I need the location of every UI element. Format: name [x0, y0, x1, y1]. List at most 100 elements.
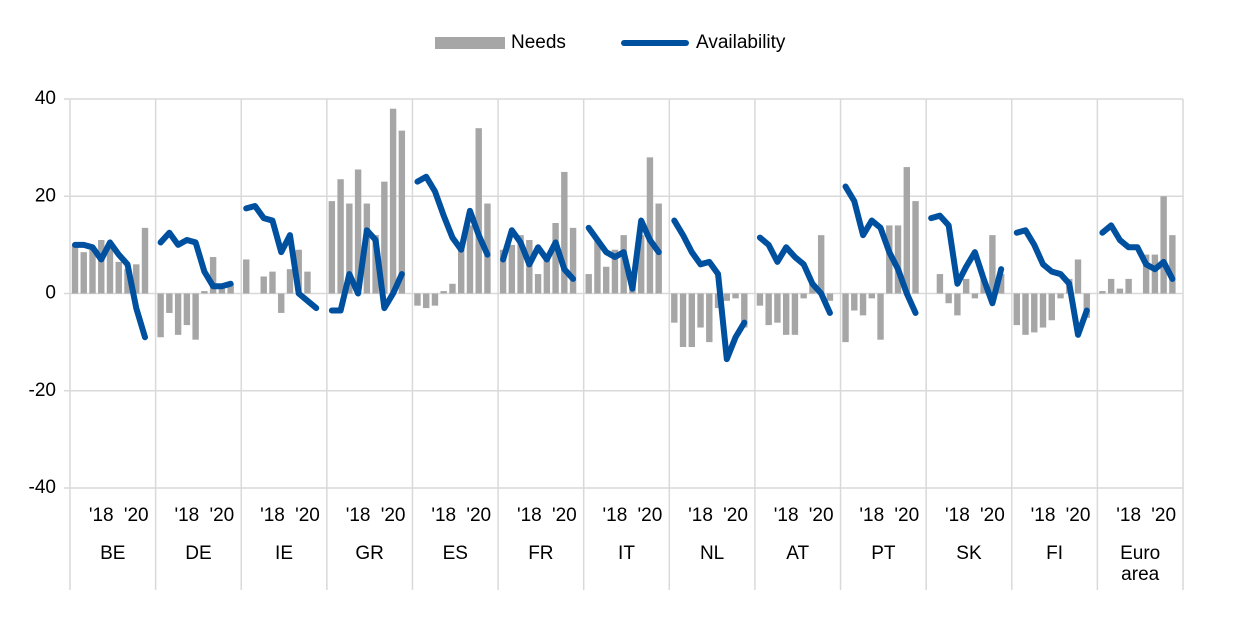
- line: [72, 239, 148, 341]
- legend-swatch: [435, 37, 505, 49]
- bar: [646, 157, 654, 294]
- x-tick-label: '20: [1066, 505, 1091, 526]
- bar: [269, 271, 276, 294]
- x-tick-label: '18: [945, 505, 970, 526]
- y-tick-label: -20: [29, 380, 56, 401]
- x-tick-label: '18: [1116, 505, 1141, 526]
- bar: [561, 171, 568, 294]
- bar: [697, 293, 704, 328]
- line: [328, 227, 405, 314]
- bar: [499, 249, 507, 294]
- bar: [260, 276, 267, 294]
- group-label: NL: [699, 543, 725, 564]
- bar: [912, 201, 919, 294]
- bar: [679, 293, 687, 347]
- bar: [594, 240, 601, 294]
- bar: [354, 169, 362, 294]
- bar: [1151, 254, 1159, 294]
- x-tick-label: '18: [859, 505, 884, 526]
- bar: [466, 225, 474, 294]
- bar: [192, 293, 199, 340]
- group-label: PT: [871, 543, 896, 564]
- bar: [218, 288, 226, 294]
- bar: [517, 235, 524, 294]
- bar: [243, 259, 250, 294]
- x-tick-label: '18: [89, 505, 114, 526]
- bar: [543, 254, 551, 294]
- bar: [585, 274, 592, 294]
- group-label: DE: [185, 543, 212, 564]
- bar: [936, 274, 944, 294]
- bar: [903, 167, 910, 294]
- bar: [227, 283, 234, 294]
- bar: [295, 249, 302, 294]
- x-tick-label: '20: [466, 505, 491, 526]
- bar: [671, 293, 678, 323]
- bar: [328, 201, 336, 294]
- bar: [449, 283, 456, 294]
- bar: [962, 278, 970, 294]
- bar: [381, 181, 388, 294]
- line: [756, 234, 833, 316]
- bar: [1039, 293, 1047, 328]
- bar: [723, 293, 731, 301]
- bar: [859, 293, 867, 316]
- bar: [552, 222, 559, 294]
- bar: [1048, 293, 1055, 321]
- bar: [124, 269, 131, 294]
- bar: [278, 293, 285, 313]
- bar: [89, 249, 96, 294]
- bar: [209, 257, 217, 294]
- x-tick-label: '18: [517, 505, 542, 526]
- bar: [372, 235, 379, 294]
- x-tick-label: '20: [809, 505, 834, 526]
- line: [585, 217, 662, 292]
- bar: [141, 227, 149, 294]
- bar: [1107, 278, 1115, 294]
- bar: [1031, 293, 1038, 333]
- bar: [782, 293, 790, 335]
- group-label: BE: [100, 543, 126, 564]
- group-label: GR: [355, 543, 384, 564]
- bar: [1057, 293, 1064, 299]
- bar: [602, 266, 610, 294]
- bar: [809, 283, 816, 294]
- bar: [431, 293, 439, 306]
- bar: [1022, 293, 1029, 335]
- bar: [842, 293, 849, 343]
- group-label: ES: [442, 543, 468, 564]
- bar: [774, 293, 781, 323]
- bar: [1125, 278, 1132, 294]
- line: [928, 212, 1005, 307]
- bar: [877, 293, 884, 340]
- group-label: Euro area: [1120, 543, 1161, 585]
- bar: [201, 291, 208, 294]
- bar: [157, 293, 164, 338]
- bar: [508, 244, 516, 294]
- group-label: FR: [528, 543, 554, 564]
- bar: [886, 225, 893, 294]
- bar: [800, 293, 807, 299]
- bar: [398, 130, 406, 294]
- y-tick-label: 0: [45, 283, 56, 304]
- bar: [1013, 293, 1020, 326]
- bar: [166, 293, 173, 313]
- bar: [458, 244, 465, 294]
- line: [1099, 222, 1176, 282]
- x-tick-label: '20: [209, 505, 234, 526]
- bar: [133, 264, 140, 294]
- bar: [346, 203, 353, 294]
- bar: [611, 249, 619, 294]
- bar: [1083, 293, 1090, 318]
- line: [842, 183, 919, 316]
- legend-label: Availability: [696, 32, 786, 53]
- y-tick-label: -40: [29, 477, 56, 498]
- x-tick-label: '20: [980, 505, 1005, 526]
- bar: [106, 244, 114, 294]
- group-label: IT: [618, 543, 635, 564]
- line: [671, 217, 748, 363]
- bar: [1116, 288, 1124, 294]
- x-tick-label: '18: [260, 505, 285, 526]
- y-tick-label: 40: [35, 88, 56, 109]
